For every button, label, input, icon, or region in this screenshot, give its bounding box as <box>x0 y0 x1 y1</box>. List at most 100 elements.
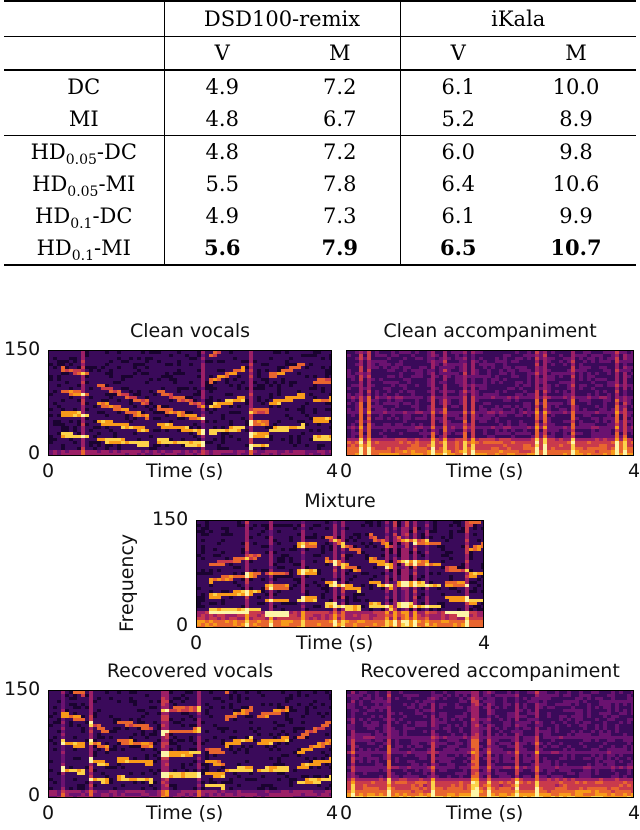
score-cell: 5.6 <box>164 232 280 266</box>
score-cell: 6.0 <box>400 135 516 168</box>
x-axis-label: Time (s) <box>146 802 224 824</box>
score-cell: 5.2 <box>441 107 475 131</box>
panel-title: Mixture <box>304 490 376 512</box>
score-cell: 9.9 <box>559 204 593 228</box>
score-cell: 6.7 <box>280 103 401 136</box>
table-row: HD0.05-DC 4.8 7.2 6.0 9.8 <box>4 135 636 169</box>
spectrogram-clean-accompaniment <box>346 350 634 456</box>
method-name-cell: HD0.05-DC <box>4 135 165 169</box>
score-cell: 4.8 <box>164 135 280 168</box>
x-tick-label: 0 <box>42 802 55 824</box>
score-cell: 10.0 <box>516 69 636 103</box>
method-subscript: 0.1 <box>71 248 94 265</box>
score-cell: 5.5 <box>205 172 239 196</box>
method-name: DC <box>67 75 101 99</box>
panel-title: Recovered accompaniment <box>360 660 620 682</box>
method-name-cell: HD0.1-MI <box>4 232 165 266</box>
y-tick-label: 150 <box>152 508 189 530</box>
x-tick-label: 4 <box>628 802 640 824</box>
method-name: HD <box>32 172 68 196</box>
score-cell: 7.9 <box>280 232 401 266</box>
score-cell: 4.9 <box>164 69 280 103</box>
method-name: HD <box>30 140 66 164</box>
x-tick-label: 0 <box>340 802 353 824</box>
spectrogram-image <box>49 351 331 455</box>
panel-title: Clean accompaniment <box>383 320 597 342</box>
spectrogram-image <box>49 691 331 797</box>
score-cell: 4.8 <box>205 107 239 131</box>
method-suffix: -DC <box>92 204 133 228</box>
method-name-cell: DC <box>4 69 165 103</box>
x-tick-label: 4 <box>326 460 339 482</box>
score-cell: 6.5 <box>400 232 516 266</box>
x-tick-label: 4 <box>628 460 640 482</box>
score-cell: 7.2 <box>280 135 401 168</box>
score-cell: 6.4 <box>441 172 475 196</box>
y-tick-label: 150 <box>4 338 41 360</box>
table-body: DC 4.9 7.2 6.1 10.0 MI 4.8 6.7 5.2 8.9 HD0.05-DC 4.… <box>4 69 636 266</box>
header-metric: V <box>400 36 516 70</box>
score-cell: 7.8 <box>280 168 401 200</box>
panel-title: Recovered vocals <box>106 660 274 682</box>
x-tick-label: 4 <box>326 802 339 824</box>
method-name-cell: HD0.05-MI <box>4 168 165 201</box>
method-suffix: -MI <box>98 172 136 196</box>
x-tick-label: 0 <box>190 632 203 654</box>
x-tick-label: 0 <box>340 460 353 482</box>
header-metric: M <box>516 36 636 70</box>
score-cell: 8.9 <box>559 107 593 131</box>
score-cell: 6.1 <box>400 69 516 103</box>
y-tick-label: 0 <box>176 614 189 636</box>
method-name: MI <box>68 107 99 131</box>
y-tick-label: 150 <box>4 678 41 700</box>
header-row-metrics: V M V M <box>4 36 636 70</box>
spectrogram-image <box>197 521 483 627</box>
method-suffix: -MI <box>94 236 131 260</box>
x-tick-label: 0 <box>42 460 55 482</box>
x-axis-label: Time (s) <box>446 802 524 824</box>
method-suffix: -DC <box>96 140 137 164</box>
y-tick-label: 0 <box>28 784 41 806</box>
method-name: HD <box>35 204 71 228</box>
method-subscript: 0.05 <box>65 152 97 169</box>
header-metric: V <box>164 36 280 70</box>
header-metric: M <box>280 36 401 70</box>
score-cell: 7.3 <box>280 200 401 232</box>
table-row: MI 4.8 6.7 5.2 8.9 <box>4 103 636 136</box>
x-tick-label: 4 <box>478 632 491 654</box>
spectrogram-clean-vocals <box>48 350 332 456</box>
panel-title: Clean vocals <box>129 320 251 342</box>
header-dataset-dsd100: DSD100-remix <box>164 0 401 37</box>
header-row-datasets: DSD100-remix iKala <box>4 0 636 37</box>
score-cell: 4.9 <box>205 204 239 228</box>
spectrogram-image <box>347 351 633 455</box>
results-table: DSD100-remix iKala V M V M DC 4.9 7.2 6.1 10… <box>4 0 636 266</box>
table-row: HD0.05-MI 5.5 7.8 6.4 10.6 <box>4 168 636 200</box>
score-cell: 10.7 <box>516 232 636 266</box>
score-cell: 6.1 <box>441 204 475 228</box>
header-empty-cell <box>4 36 165 70</box>
table-row: HD0.1-MI 5.6 7.9 6.5 10.7 <box>4 232 636 266</box>
score-cell: 7.2 <box>280 69 401 103</box>
x-axis-label: Time (s) <box>446 460 524 482</box>
score-cell: 9.8 <box>516 135 636 168</box>
x-axis-label: Time (s) <box>146 460 224 482</box>
header-empty-cell <box>4 0 165 37</box>
method-subscript: 0.05 <box>67 184 99 201</box>
results-table-container: DSD100-remix iKala V M V M DC 4.9 7.2 6.1 10… <box>4 0 636 266</box>
method-name: HD <box>36 236 72 260</box>
spectrogram-recovered-vocals <box>48 690 332 798</box>
spectrogram-mixture <box>196 520 484 628</box>
method-name-cell: HD0.1-DC <box>4 200 165 233</box>
method-name-cell: MI <box>4 103 165 136</box>
header-dataset-ikala: iKala <box>400 0 636 37</box>
table-row: DC 4.9 7.2 6.1 10.0 <box>4 69 636 103</box>
spectrogram-recovered-accompaniment <box>346 690 634 798</box>
score-cell: 10.6 <box>552 172 600 196</box>
table-row: HD0.1-DC 4.9 7.3 6.1 9.9 <box>4 200 636 232</box>
method-subscript: 0.1 <box>70 216 93 233</box>
y-axis-label: Frequency <box>116 533 138 632</box>
y-tick-label: 0 <box>28 442 41 464</box>
x-axis-label: Time (s) <box>296 632 374 654</box>
spectrogram-image <box>347 691 633 797</box>
